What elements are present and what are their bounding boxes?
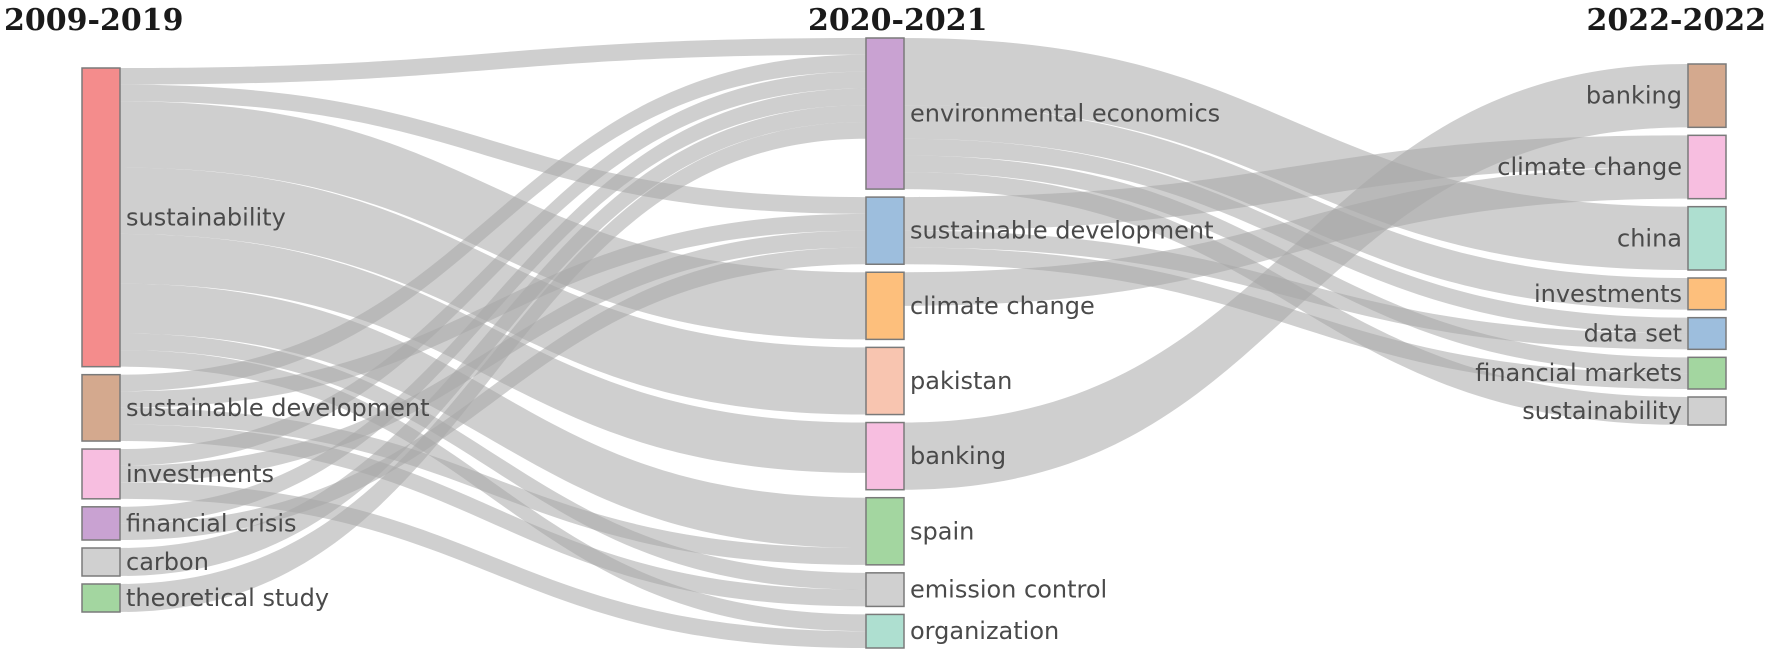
- node-b_organization: [865, 613, 905, 649]
- node-c_china: [1687, 205, 1727, 271]
- flow-a_sustainability-to-b_sustdev: [120, 84, 866, 214]
- nodes-layer: [81, 37, 1727, 649]
- node-a_carbon: [81, 547, 121, 577]
- label-b_spain: spain: [910, 517, 974, 545]
- flow-a_sustainability-to-b_enveco: [120, 38, 866, 85]
- label-c_banking: banking: [1586, 82, 1682, 110]
- label-a_carbon: carbon: [126, 548, 209, 576]
- node-a_sustdev: [81, 373, 121, 442]
- node-a_investments: [81, 448, 121, 500]
- flow-a_sustainability-to-b_pakistan: [120, 167, 866, 415]
- node-b_climate: [865, 271, 905, 341]
- node-b_emission: [865, 572, 905, 608]
- node-c_banking: [1687, 63, 1727, 129]
- label-a_fincrisis: financial crisis: [126, 509, 297, 537]
- label-a_sustdev: sustainable development: [126, 394, 430, 422]
- label-b_organization: organization: [910, 617, 1059, 645]
- column-titles: 2009-2019 2020-2021 2022-2022: [4, 3, 1766, 38]
- label-c_investments: investments: [1534, 280, 1682, 308]
- label-c_sustainability: sustainability: [1522, 397, 1682, 425]
- label-b_sustdev: sustainable development: [910, 217, 1214, 245]
- flow-a_sustdev-to-b_enveco: [120, 54, 866, 392]
- flow-a_carbon-to-b_enveco: [120, 105, 866, 576]
- node-a_fincrisis: [81, 506, 121, 541]
- flow-a_sustdev-to-b_spain: [120, 407, 866, 565]
- node-a_theoretical: [81, 583, 121, 613]
- label-b_enveco: environmental economics: [910, 100, 1220, 128]
- flow-b_sustdev-to-c_finmarkets: [904, 247, 1688, 389]
- node-b_spain: [865, 496, 905, 566]
- node-c_sustainability: [1687, 396, 1727, 426]
- node-c_dataset: [1687, 316, 1727, 351]
- node-b_enveco: [865, 37, 905, 190]
- node-c_finmarkets: [1687, 356, 1727, 390]
- flow-b_climate-to-c_climate: [904, 167, 1688, 306]
- flow-a_investments-to-b_enveco: [120, 71, 866, 466]
- label-b_emission: emission control: [910, 576, 1107, 604]
- column-title-1: 2009-2019: [4, 3, 183, 38]
- flow-a_fincrisis-to-b_enveco: [120, 88, 866, 524]
- flow-a_sustainability-to-b_emission: [120, 333, 866, 590]
- label-a_investments: investments: [126, 460, 274, 488]
- flow-a_investments-to-b_organization: [120, 482, 866, 648]
- node-c_investments: [1687, 277, 1727, 311]
- flow-b_banking-to-c_banking: [904, 64, 1688, 490]
- node-c_climate: [1687, 134, 1727, 200]
- flow-a_sustdev-to-b_emission: [120, 424, 866, 607]
- node-b_pakistan: [865, 346, 905, 416]
- column-title-2: 2020-2021: [808, 3, 987, 38]
- labels-layer: sustainability sustainable development inv…: [126, 82, 1682, 646]
- label-b_climate: climate change: [910, 292, 1095, 320]
- label-b_pakistan: pakistan: [910, 367, 1012, 395]
- flow-b_enveco-to-c_china: [904, 38, 1688, 270]
- flow-a_fincrisis-to-b_sustdev: [120, 247, 866, 541]
- flow-a_theoretical-to-b_enveco: [120, 121, 866, 612]
- label-a_sustainability: sustainability: [126, 203, 286, 231]
- flows-layer: [120, 38, 1688, 648]
- label-c_climate: climate change: [1497, 153, 1682, 181]
- flow-b_enveco-to-c_investments: [904, 105, 1688, 310]
- label-a_theoretical: theoretical study: [126, 584, 329, 612]
- label-c_dataset: data set: [1584, 320, 1682, 348]
- node-a_sustainability: [81, 67, 121, 368]
- label-c_china: china: [1617, 224, 1682, 252]
- label-b_banking: banking: [910, 442, 1006, 470]
- node-b_banking: [865, 421, 905, 491]
- label-c_finmarkets: financial markets: [1475, 359, 1682, 387]
- column-title-3: 2022-2022: [1587, 3, 1766, 38]
- node-b_sustdev: [865, 196, 905, 265]
